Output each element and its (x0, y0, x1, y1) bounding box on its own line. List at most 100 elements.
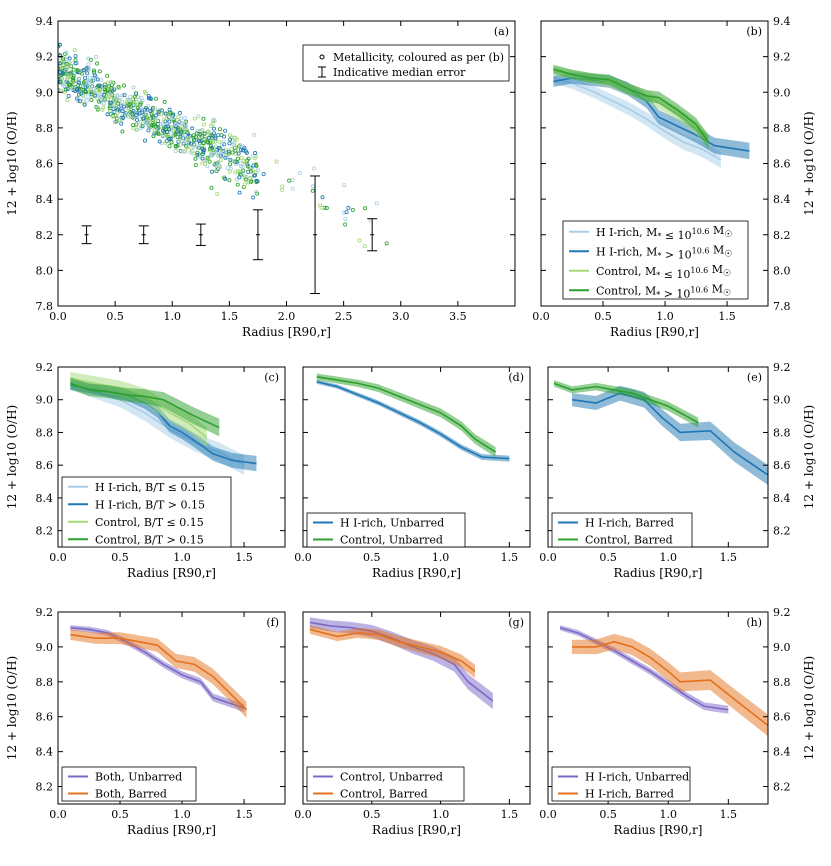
series-0 (70, 625, 245, 713)
scatter-point (156, 132, 161, 137)
scatter-point (131, 85, 136, 90)
series-0 (316, 379, 510, 462)
series-band (309, 625, 475, 679)
scatter-point (232, 136, 237, 141)
scatter-point (167, 107, 172, 112)
scatter-point (122, 93, 127, 98)
scatter-point (202, 161, 207, 166)
y-tick-label: 9.4 (773, 15, 791, 28)
y-tick-label: 8.6 (36, 158, 54, 171)
scatter-point (73, 54, 78, 59)
scatter-point (83, 85, 88, 90)
scatter-point (214, 166, 219, 171)
scatter-point (117, 117, 122, 122)
y-tick-label: 9.4 (36, 15, 54, 28)
scatter-point (197, 138, 202, 143)
scatter-point (95, 77, 100, 82)
y-tick-label: 8.0 (773, 264, 791, 277)
scatter-point (75, 68, 80, 73)
scatter-point (183, 116, 188, 121)
scatter-point (176, 139, 181, 144)
scatter-point (65, 65, 70, 70)
scatter-point (205, 164, 210, 169)
scatter-point (127, 102, 132, 107)
scatter-point (134, 117, 139, 122)
scatter-point (85, 71, 90, 76)
scatter-point (261, 171, 266, 176)
scatter-point (97, 88, 102, 93)
scatter-point (86, 62, 91, 67)
scatter-point (72, 48, 77, 53)
scatter-point (64, 61, 69, 66)
scatter-point (92, 86, 97, 91)
scatter-point (81, 96, 86, 101)
scatter-point (100, 107, 105, 112)
scatter-point (120, 115, 125, 120)
y-tick-label: 9.2 (36, 606, 54, 619)
x-tick-label: 3.5 (449, 310, 467, 323)
scatter-point (97, 69, 102, 74)
scatter-point (346, 205, 351, 210)
scatter-point (148, 96, 153, 101)
scatter-point (184, 128, 189, 133)
legend-label: Control, M* ≤ 1010.6 M☉ (596, 263, 731, 281)
y-tick-label: 8.6 (773, 158, 791, 171)
scatter-point (255, 179, 260, 184)
x-axis-label: Radius [R90,r] (242, 325, 331, 339)
scatter-point (324, 206, 329, 211)
plot-area (309, 617, 494, 710)
scatter-point (146, 124, 151, 129)
series-1 (316, 373, 497, 458)
series-line (571, 392, 768, 476)
legend: H I-rich, Unbarred Control, Unbarred (306, 512, 466, 548)
scatter-point (235, 156, 240, 161)
scatter-point (202, 148, 207, 153)
scatter-point (212, 118, 217, 123)
scatter-point (144, 119, 149, 124)
error-bar (367, 218, 378, 252)
x-tick-label: 1.0 (659, 551, 677, 564)
scatter-point (280, 184, 285, 189)
scatter-point (167, 136, 172, 141)
scatter-point (242, 182, 247, 187)
legend: Control, Unbarred Control, Barred (306, 766, 465, 802)
scatter-point (362, 244, 367, 249)
scatter-point (252, 156, 257, 161)
panel-e: 0.0 0.5 1.0 1.5 8.2 8.4 8.6 8.8 9.0 9.2 (e) Radius … (539, 361, 816, 580)
scatter-point (214, 169, 219, 174)
scatter-point (164, 130, 169, 135)
scatter-point (87, 85, 92, 90)
x-tick-label: 1.5 (501, 808, 519, 821)
scatter-point (92, 73, 97, 78)
y-tick-label: 9.2 (773, 361, 791, 374)
x-tick-label: 1.0 (432, 808, 450, 821)
legend-label: H I-rich, Unbarred (585, 771, 689, 784)
scatter-point (357, 238, 362, 243)
legend-label: Both, Unbarred (95, 771, 182, 784)
series-1 (309, 625, 476, 679)
scatter-point (117, 98, 122, 103)
series-1 (572, 633, 768, 737)
scatter-point (183, 125, 188, 130)
scatter-point (150, 122, 155, 127)
series-band (554, 380, 699, 428)
scatter-point (226, 149, 231, 154)
scatter-point (146, 103, 151, 108)
scatter-point (69, 64, 74, 69)
scatter-point (374, 201, 379, 206)
scatter-point (99, 77, 104, 82)
scatter-point (120, 93, 125, 98)
scatter-point (157, 139, 162, 144)
scatter-point (216, 133, 221, 138)
x-tick-label: 1.0 (659, 808, 677, 821)
scatter-point (237, 175, 242, 180)
panel-label: (g) (508, 616, 524, 629)
scatter-point (221, 140, 226, 145)
scatter-point (191, 133, 196, 138)
scatter-point (215, 191, 220, 196)
y-tick-label: 8.4 (36, 746, 54, 759)
scatter-point (120, 109, 125, 114)
x-tick-label: 1.5 (235, 808, 253, 821)
scatter-point (68, 71, 73, 76)
scatter-point (159, 112, 164, 117)
